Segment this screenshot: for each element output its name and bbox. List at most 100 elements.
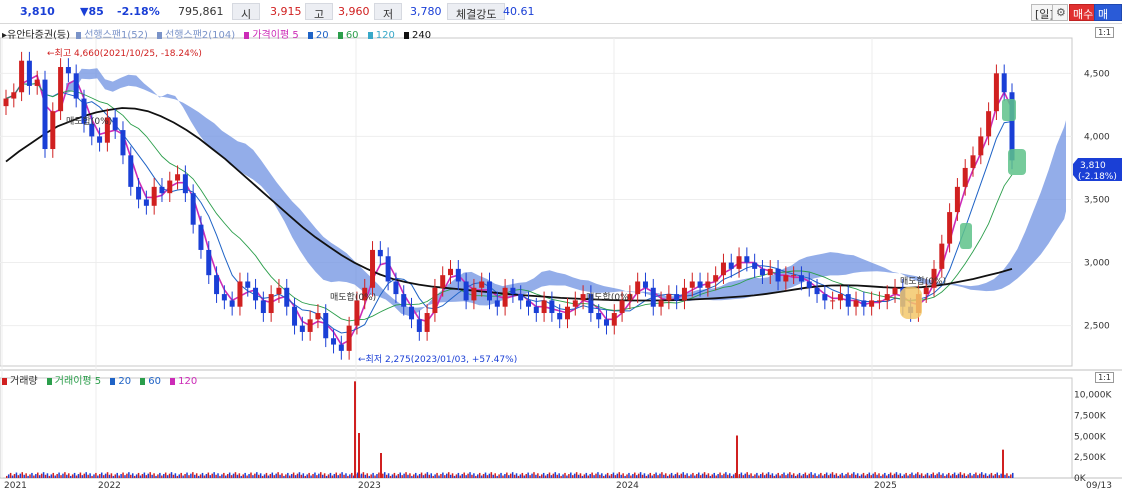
volume-bar	[758, 475, 760, 478]
volume-bar	[727, 474, 729, 478]
volume-bar	[391, 474, 394, 478]
candle-body	[3, 98, 9, 107]
volume-bar	[277, 472, 279, 478]
volume-bar	[928, 475, 931, 478]
volume-bar	[506, 472, 508, 478]
volume-bar	[73, 472, 76, 478]
volume-bar	[796, 474, 799, 478]
volume-bar	[717, 474, 719, 478]
volume-bar	[108, 474, 111, 478]
candle-body	[260, 300, 266, 314]
volume-bar	[864, 475, 867, 478]
candle-body	[845, 294, 851, 307]
volume-bar	[806, 475, 809, 478]
price-tick-label: 3,500	[1084, 195, 1110, 205]
volume-bar	[463, 472, 465, 478]
volume-bar	[331, 475, 334, 478]
volume-bar	[798, 472, 801, 478]
volume-bar	[961, 474, 964, 478]
volume-bar	[35, 474, 37, 478]
volume-bar	[603, 475, 605, 478]
high-value: 3,960	[338, 5, 370, 18]
legend-vma60: 60	[140, 376, 164, 387]
current-price: 3,810	[20, 5, 55, 18]
volume-bar	[1010, 474, 1012, 478]
volume-bar	[858, 475, 861, 478]
volume-bar	[480, 475, 483, 478]
volume-bar	[54, 475, 56, 478]
volume-bar	[166, 475, 169, 478]
volume-bar	[583, 474, 586, 478]
volume-bar	[893, 473, 896, 478]
volume-bar	[680, 473, 683, 478]
volume-bar	[562, 474, 564, 478]
sell-signal-marker-2[interactable]	[1008, 149, 1026, 175]
volume-bar	[856, 473, 859, 478]
volume-bar	[382, 473, 384, 478]
volume-spike-bar	[380, 453, 382, 478]
volume-bar	[50, 474, 53, 478]
volume-bar	[847, 472, 849, 478]
volume-bar	[453, 475, 456, 478]
volume-bar	[321, 474, 324, 478]
volume-bar	[920, 473, 923, 478]
candle-body	[876, 300, 882, 302]
volume-bar	[473, 473, 475, 478]
candle-body	[494, 300, 500, 307]
candle-body	[167, 180, 173, 194]
volume-bar	[570, 472, 572, 478]
volume-spike-bar	[736, 435, 738, 478]
volume-bar	[168, 473, 171, 478]
candle-body	[42, 79, 48, 150]
volume-bar	[880, 475, 882, 478]
sell-signal-marker-1[interactable]	[1002, 99, 1016, 121]
volume-bar	[256, 472, 258, 478]
volume-bar	[810, 472, 812, 478]
volume-bar	[502, 475, 504, 478]
volume-bar	[814, 473, 816, 478]
volume-bar	[60, 475, 62, 478]
volume-bar	[878, 473, 880, 478]
volume-bar	[211, 473, 213, 478]
volume-bar	[91, 475, 93, 478]
current-price-tag	[1073, 158, 1122, 181]
candle-body	[736, 256, 742, 269]
open-value: 3,915	[270, 5, 302, 18]
buy-button[interactable]: 매수	[1069, 4, 1098, 21]
buy-signal-marker[interactable]	[900, 287, 922, 319]
volume-bar	[917, 472, 919, 478]
candle-body	[198, 224, 204, 250]
volume-bar	[837, 475, 840, 478]
volume-bar	[197, 475, 200, 478]
volume-bar	[242, 474, 244, 478]
volume-bar	[478, 472, 481, 478]
volume-bar	[874, 472, 876, 478]
candle-body	[229, 300, 235, 307]
volume-spike-bar	[358, 433, 360, 478]
volume-bar	[327, 474, 330, 478]
volume-bar	[1008, 475, 1010, 478]
candle-body	[869, 300, 875, 307]
price-pane-zoom[interactable]: 1:1	[1095, 27, 1114, 38]
volume-bar	[376, 474, 378, 478]
gear-icon[interactable]: ⚙	[1052, 4, 1068, 21]
candle-body	[299, 325, 305, 332]
candle-body	[728, 262, 734, 269]
volume-bar	[482, 474, 485, 478]
volume-bar	[174, 473, 177, 478]
volume-bar	[915, 473, 917, 478]
sell-signal-marker-3[interactable]	[960, 223, 972, 249]
candle-body	[580, 294, 586, 301]
volume-bar	[302, 473, 305, 478]
volume-pane-zoom[interactable]: 1:1	[1095, 372, 1114, 383]
volume-bar	[100, 472, 103, 478]
candle-body	[518, 294, 524, 301]
volume-bar	[176, 475, 179, 478]
candle-body	[884, 294, 890, 301]
volume-bar	[901, 475, 904, 478]
volume-bar	[587, 475, 590, 478]
candle-body	[354, 300, 360, 326]
volume-bar	[771, 473, 774, 478]
candle-body	[73, 73, 79, 99]
